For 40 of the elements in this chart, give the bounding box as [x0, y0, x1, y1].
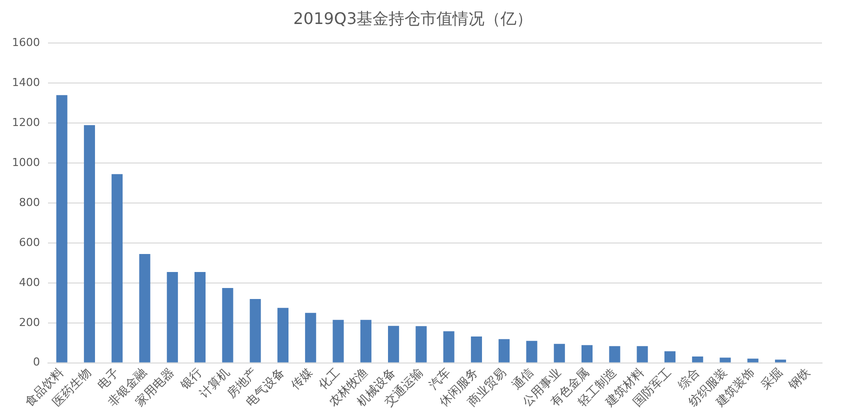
- bar: [222, 288, 234, 362]
- x-tick-label: 采掘: [758, 365, 785, 392]
- bar: [194, 272, 206, 362]
- bar: [112, 174, 123, 362]
- bar: [526, 340, 538, 362]
- x-tick-label: 钢铁: [784, 365, 813, 393]
- bar: [470, 336, 482, 362]
- y-tick-label: 200: [18, 316, 40, 329]
- y-tick-label: 600: [18, 236, 40, 249]
- bar: [388, 326, 400, 362]
- y-tick-label: 1000: [12, 156, 40, 169]
- bar: [609, 346, 620, 362]
- bar: [720, 358, 731, 362]
- bar: [498, 339, 510, 362]
- bar: [775, 360, 786, 362]
- chart-title: 2019Q3基金持仓市值情况（亿）: [293, 8, 533, 28]
- y-tick-label: 1200: [12, 116, 40, 129]
- y-tick-label: 0: [32, 356, 40, 369]
- bar: [636, 346, 648, 362]
- bar: [360, 320, 372, 362]
- y-tick-label: 1400: [12, 76, 40, 90]
- bar: [84, 125, 95, 362]
- y-tick-label: 800: [18, 196, 40, 209]
- bar: [664, 351, 676, 362]
- bar: [56, 95, 68, 362]
- bar: [416, 326, 427, 362]
- bar: [332, 320, 344, 362]
- bar: [747, 358, 758, 362]
- y-tick-label: 400: [18, 276, 40, 289]
- x-tick-label: 传媒: [288, 365, 315, 392]
- bar: [250, 298, 261, 362]
- bar: [692, 356, 704, 362]
- bar: [305, 312, 316, 362]
- bar: [443, 331, 454, 362]
- bar: [139, 254, 150, 362]
- bar: [554, 344, 565, 362]
- bar: [582, 345, 593, 362]
- bar: [166, 272, 178, 362]
- y-tick-label: 1600: [12, 36, 40, 50]
- bar: [277, 308, 288, 362]
